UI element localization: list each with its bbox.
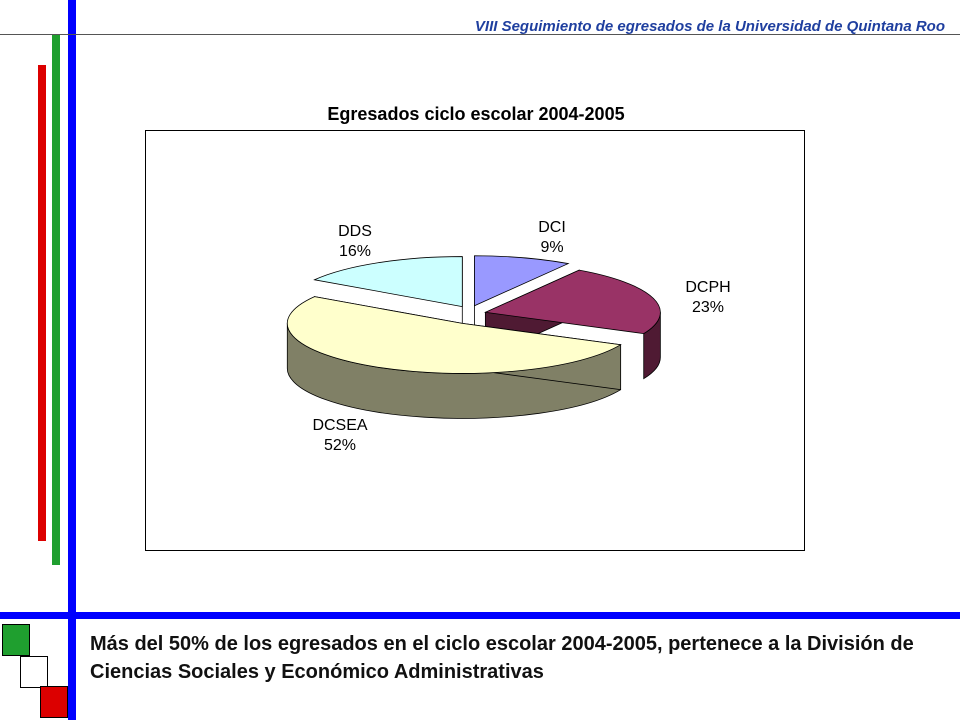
decor-blue-bar	[68, 0, 76, 720]
decor-white-square	[20, 656, 48, 688]
pie-value-dcsea: 52%	[324, 437, 356, 454]
caption-text: Más del 50% de los egresados en el ciclo…	[90, 633, 914, 683]
decor-bottom-blue-line	[0, 612, 960, 619]
decor-red-square	[40, 686, 68, 718]
pie-value-dci: 9%	[540, 239, 563, 256]
pie-label-dcsea: DCSEA	[312, 417, 367, 434]
decor-red-bar	[38, 65, 46, 541]
decor-green-bar	[52, 35, 60, 565]
decor-green-square	[2, 624, 30, 656]
chart-title: Egresados ciclo escolar 2004-2005	[327, 104, 625, 124]
pie-label-dcph: DCPH	[685, 279, 730, 296]
pie-slice-dcsea	[286, 296, 622, 419]
pie-value-dcph: 23%	[692, 299, 724, 316]
pie-value-dds: 16%	[339, 243, 371, 260]
header-title: VIII Seguimiento de egresados de la Univ…	[474, 18, 945, 35]
chart-frame	[145, 130, 805, 551]
pie-label-dci: DCI	[538, 219, 566, 236]
pie-label-dds: DDS	[338, 223, 372, 240]
header-divider	[0, 34, 960, 35]
